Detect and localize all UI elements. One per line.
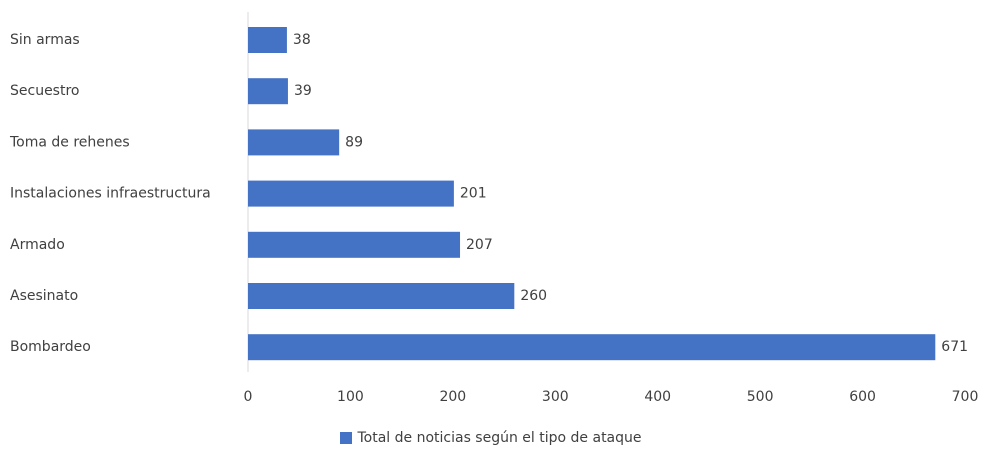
x-tick-label: 200 — [439, 389, 466, 405]
category-label: Instalaciones infraestructura — [10, 186, 211, 202]
category-label: Toma de rehenes — [9, 134, 130, 150]
legend-label: Total de noticias según el tipo de ataqu… — [357, 430, 642, 446]
category-label: Secuestro — [10, 83, 79, 99]
bar — [248, 27, 287, 53]
data-label: 671 — [941, 339, 968, 355]
bar — [248, 334, 936, 361]
category-label: Bombardeo — [10, 339, 91, 355]
data-label: 89 — [345, 134, 363, 150]
bar — [248, 283, 515, 309]
x-tick-label: 100 — [337, 389, 364, 405]
x-tick-label: 300 — [542, 389, 569, 405]
bar — [248, 78, 288, 105]
data-label: 207 — [466, 237, 493, 253]
x-tick-label: 400 — [644, 389, 671, 405]
bar — [248, 231, 461, 258]
category-label: Asesinato — [10, 288, 78, 304]
data-label: 39 — [294, 83, 312, 99]
category-label: Sin armas — [10, 32, 80, 48]
bar — [248, 180, 454, 207]
x-tick-label: 600 — [849, 389, 876, 405]
data-label: 38 — [293, 32, 311, 48]
category-label: Armado — [10, 237, 65, 253]
legend-swatch — [340, 432, 353, 444]
x-tick-label: 0 — [244, 389, 253, 405]
bar — [248, 129, 340, 156]
x-tick-label: 500 — [747, 389, 774, 405]
x-tick-label: 700 — [952, 389, 979, 405]
data-label: 201 — [460, 186, 487, 202]
data-label: 260 — [520, 288, 547, 304]
legend: Total de noticias según el tipo de ataqu… — [0, 430, 982, 446]
